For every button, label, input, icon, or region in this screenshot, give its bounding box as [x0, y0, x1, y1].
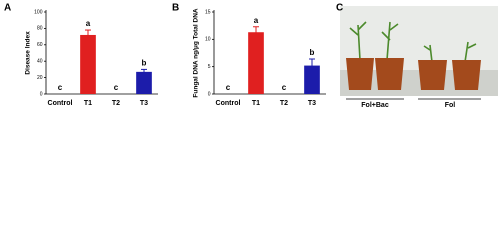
y-tick-label: 0 [208, 91, 211, 97]
x-tick-label: T2 [280, 100, 288, 107]
y-tick-label: 80 [37, 26, 43, 32]
bar [304, 65, 320, 94]
y-tick-label: 10 [205, 37, 211, 43]
photo-panel: C Fol+Bac Fol [336, 3, 498, 109]
group-label: Fol [445, 102, 456, 109]
panel-label: B [172, 3, 179, 14]
y-tick-label: 100 [34, 9, 43, 15]
x-tick-label: T1 [84, 100, 92, 107]
annotation: c [282, 83, 287, 92]
y-tick-label: 20 [37, 75, 43, 81]
y-tick-label: 40 [37, 59, 43, 65]
x-tick-label: T2 [112, 100, 120, 107]
panel-label: C [336, 3, 343, 14]
annotation: c [114, 83, 119, 92]
y-axis-label: Disease Index [25, 31, 32, 75]
annotation: c [58, 83, 63, 92]
y-tick-label: 60 [37, 42, 43, 48]
y-axis-label: Fungal DNA ng/μg Total DNA [193, 8, 200, 97]
x-tick-label: T3 [308, 100, 316, 107]
plants [349, 21, 477, 63]
y-tick-label: 0 [40, 91, 43, 97]
group-label: Fol+Bac [361, 102, 389, 109]
x-tick-label: Control [48, 100, 73, 107]
annotation: b [310, 48, 315, 57]
bar [136, 71, 152, 94]
panel-label: A [4, 3, 11, 14]
annotation: b [142, 59, 147, 68]
bar [248, 32, 264, 94]
annotation: a [86, 19, 91, 28]
x-tick-label: T3 [140, 100, 148, 107]
y-tick-label: 15 [205, 9, 211, 15]
bar [80, 34, 96, 94]
annotation: c [226, 83, 231, 92]
pots [346, 58, 481, 90]
annotation: a [254, 16, 259, 25]
x-tick-label: T1 [252, 100, 260, 107]
y-tick-label: 5 [208, 64, 211, 70]
x-tick-label: Control [216, 100, 241, 107]
